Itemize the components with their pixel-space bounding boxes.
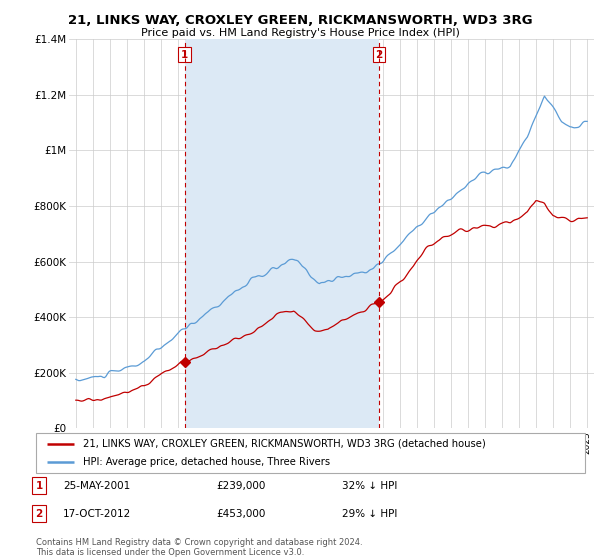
FancyBboxPatch shape bbox=[36, 433, 585, 473]
Text: 25-MAY-2001: 25-MAY-2001 bbox=[63, 480, 130, 491]
Text: 21, LINKS WAY, CROXLEY GREEN, RICKMANSWORTH, WD3 3RG (detached house): 21, LINKS WAY, CROXLEY GREEN, RICKMANSWO… bbox=[83, 439, 485, 449]
Text: HPI: Average price, detached house, Three Rivers: HPI: Average price, detached house, Thre… bbox=[83, 458, 330, 467]
Text: Contains HM Land Registry data © Crown copyright and database right 2024.
This d: Contains HM Land Registry data © Crown c… bbox=[36, 538, 362, 557]
Text: £239,000: £239,000 bbox=[216, 480, 265, 491]
Text: 17-OCT-2012: 17-OCT-2012 bbox=[63, 508, 131, 519]
Text: £453,000: £453,000 bbox=[216, 508, 265, 519]
Text: Price paid vs. HM Land Registry's House Price Index (HPI): Price paid vs. HM Land Registry's House … bbox=[140, 28, 460, 38]
Bar bbox=[185, 39, 379, 428]
Text: 29% ↓ HPI: 29% ↓ HPI bbox=[342, 508, 397, 519]
Text: 1: 1 bbox=[35, 480, 43, 491]
Text: 2: 2 bbox=[376, 50, 383, 60]
Text: 1: 1 bbox=[181, 50, 188, 60]
Text: 2: 2 bbox=[35, 508, 43, 519]
Text: 21, LINKS WAY, CROXLEY GREEN, RICKMANSWORTH, WD3 3RG: 21, LINKS WAY, CROXLEY GREEN, RICKMANSWO… bbox=[68, 14, 532, 27]
Text: 32% ↓ HPI: 32% ↓ HPI bbox=[342, 480, 397, 491]
